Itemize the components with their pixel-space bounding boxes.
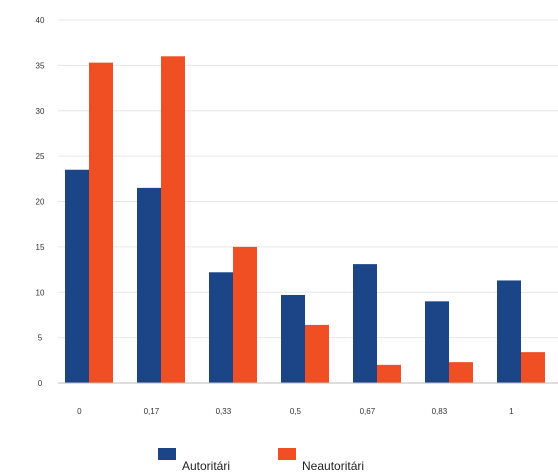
legend-swatch-autoritari bbox=[158, 448, 176, 460]
legend-label-neautoritari: Neautoritári bbox=[302, 459, 364, 473]
bar-neautoritari-0-5 bbox=[305, 324, 329, 383]
bar-neautoritari-0-17 bbox=[161, 56, 185, 384]
y-tick-label: 0 bbox=[38, 379, 43, 388]
y-tick-label: 25 bbox=[36, 152, 45, 161]
legend: Autoritári Neautoritári bbox=[158, 448, 364, 473]
x-tick-label: 0,17 bbox=[144, 407, 160, 416]
y-tick-label: 30 bbox=[36, 107, 45, 116]
x-axis-ticks: 0 0,17 0,33 0,5 0,67 0,83 1 bbox=[77, 407, 514, 416]
bar-autoritari-0-17 bbox=[137, 187, 161, 383]
bars bbox=[65, 56, 545, 384]
y-tick-label: 40 bbox=[36, 16, 45, 25]
x-tick-label: 1 bbox=[509, 407, 514, 416]
x-tick-label: 0,33 bbox=[216, 407, 232, 416]
bar-autoritari-0-5 bbox=[281, 294, 305, 383]
y-axis-ticks: 0 5 10 15 20 25 30 35 40 bbox=[36, 16, 45, 388]
bar-autoritari-1 bbox=[497, 280, 521, 383]
bar-neautoritari-0-67 bbox=[377, 364, 401, 383]
y-tick-label: 5 bbox=[38, 334, 43, 343]
y-tick-label: 15 bbox=[36, 243, 45, 252]
grid-lines bbox=[58, 19, 558, 339]
bar-autoritari-0-33 bbox=[209, 272, 233, 383]
legend-swatch-neautoritari bbox=[278, 448, 296, 460]
bar-autoritari-0-67 bbox=[353, 264, 377, 383]
bar-neautoritari-0-83 bbox=[449, 362, 473, 383]
y-tick-label: 20 bbox=[36, 198, 45, 207]
y-tick-label: 35 bbox=[36, 61, 45, 70]
bar-autoritari-0 bbox=[65, 169, 89, 383]
x-tick-label: 0,83 bbox=[432, 407, 448, 416]
x-tick-label: 0,5 bbox=[290, 407, 302, 416]
legend-label-autoritari: Autoritári bbox=[182, 459, 230, 473]
x-tick-label: 0,67 bbox=[360, 407, 376, 416]
bar-neautoritari-1 bbox=[521, 352, 545, 383]
y-tick-label: 10 bbox=[36, 288, 45, 297]
x-tick-label: 0 bbox=[77, 407, 82, 416]
bar-neautoritari-0-33 bbox=[233, 246, 257, 383]
bar-neautoritari-0 bbox=[89, 62, 113, 384]
bar-autoritari-0-83 bbox=[425, 301, 449, 383]
